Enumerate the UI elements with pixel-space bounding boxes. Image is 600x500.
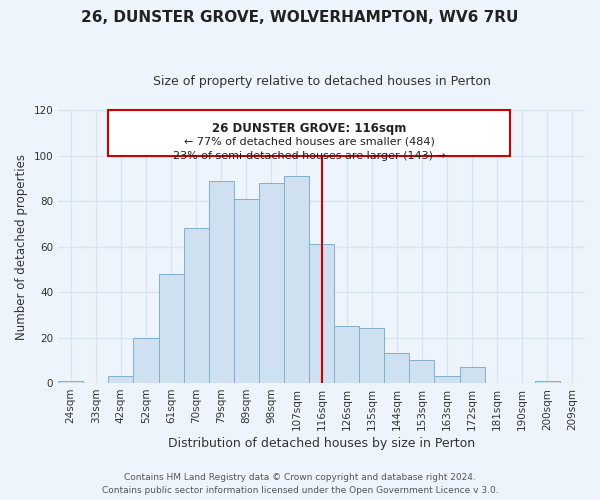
Bar xyxy=(460,367,485,383)
Bar xyxy=(309,244,334,383)
Bar xyxy=(109,110,510,156)
Bar xyxy=(158,274,184,383)
Text: 26 DUNSTER GROVE: 116sqm: 26 DUNSTER GROVE: 116sqm xyxy=(212,122,406,134)
Bar xyxy=(434,376,460,383)
Bar xyxy=(184,228,209,383)
Bar xyxy=(334,326,359,383)
Title: Size of property relative to detached houses in Perton: Size of property relative to detached ho… xyxy=(152,75,491,88)
Bar xyxy=(409,360,434,383)
Bar xyxy=(209,180,234,383)
Text: Contains HM Land Registry data © Crown copyright and database right 2024.
Contai: Contains HM Land Registry data © Crown c… xyxy=(101,474,499,495)
Text: ← 77% of detached houses are smaller (484): ← 77% of detached houses are smaller (48… xyxy=(184,137,434,147)
Bar xyxy=(385,354,409,383)
Bar xyxy=(133,338,158,383)
Bar xyxy=(58,381,83,383)
Bar xyxy=(359,328,385,383)
Text: 23% of semi-detached houses are larger (143) →: 23% of semi-detached houses are larger (… xyxy=(173,150,445,160)
Bar xyxy=(234,198,259,383)
Bar xyxy=(259,183,284,383)
Text: 26, DUNSTER GROVE, WOLVERHAMPTON, WV6 7RU: 26, DUNSTER GROVE, WOLVERHAMPTON, WV6 7R… xyxy=(82,10,518,25)
Bar xyxy=(535,381,560,383)
Bar xyxy=(109,376,133,383)
Bar xyxy=(284,176,309,383)
Y-axis label: Number of detached properties: Number of detached properties xyxy=(15,154,28,340)
X-axis label: Distribution of detached houses by size in Perton: Distribution of detached houses by size … xyxy=(168,437,475,450)
